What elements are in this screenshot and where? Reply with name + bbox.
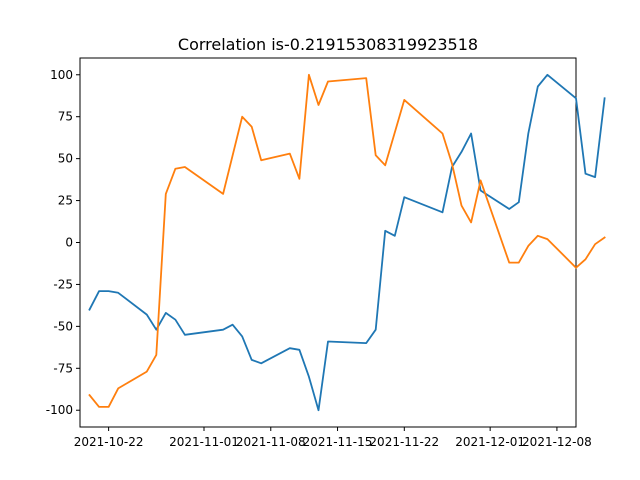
chart-title: Correlation is-0.21915308319923518 bbox=[178, 35, 478, 54]
x-tick-label: 2021-11-22 bbox=[369, 435, 439, 449]
x-tick-label: 2021-11-08 bbox=[236, 435, 306, 449]
y-axis: -100 -75 -50 -25 0 25 50 75 100 bbox=[46, 68, 80, 417]
y-tick-label: -75 bbox=[53, 361, 73, 375]
x-tick-label: 2021-10-22 bbox=[74, 435, 144, 449]
y-tick-label: 100 bbox=[50, 68, 73, 82]
series-line-2 bbox=[88, 73, 606, 408]
series-layer bbox=[88, 73, 606, 412]
y-tick-label: -50 bbox=[53, 319, 73, 333]
x-tick-label: 2021-12-08 bbox=[522, 435, 592, 449]
y-tick-label: -25 bbox=[53, 277, 73, 291]
series-line-1 bbox=[88, 73, 606, 412]
y-tick-label: -100 bbox=[46, 403, 73, 417]
x-axis: 2021-10-22 2021-11-012021-11-082021-11-15… bbox=[74, 427, 592, 449]
y-tick-label: 75 bbox=[58, 110, 73, 124]
y-tick-label: 25 bbox=[58, 194, 73, 208]
x-tick-label: 2021-11-15 bbox=[303, 435, 373, 449]
x-tick-label: 2021-12-01 bbox=[455, 435, 525, 449]
y-tick-label: 50 bbox=[58, 152, 73, 166]
x-tick-label: 2021-11-01 bbox=[169, 435, 239, 449]
y-tick-label: 0 bbox=[65, 236, 73, 250]
